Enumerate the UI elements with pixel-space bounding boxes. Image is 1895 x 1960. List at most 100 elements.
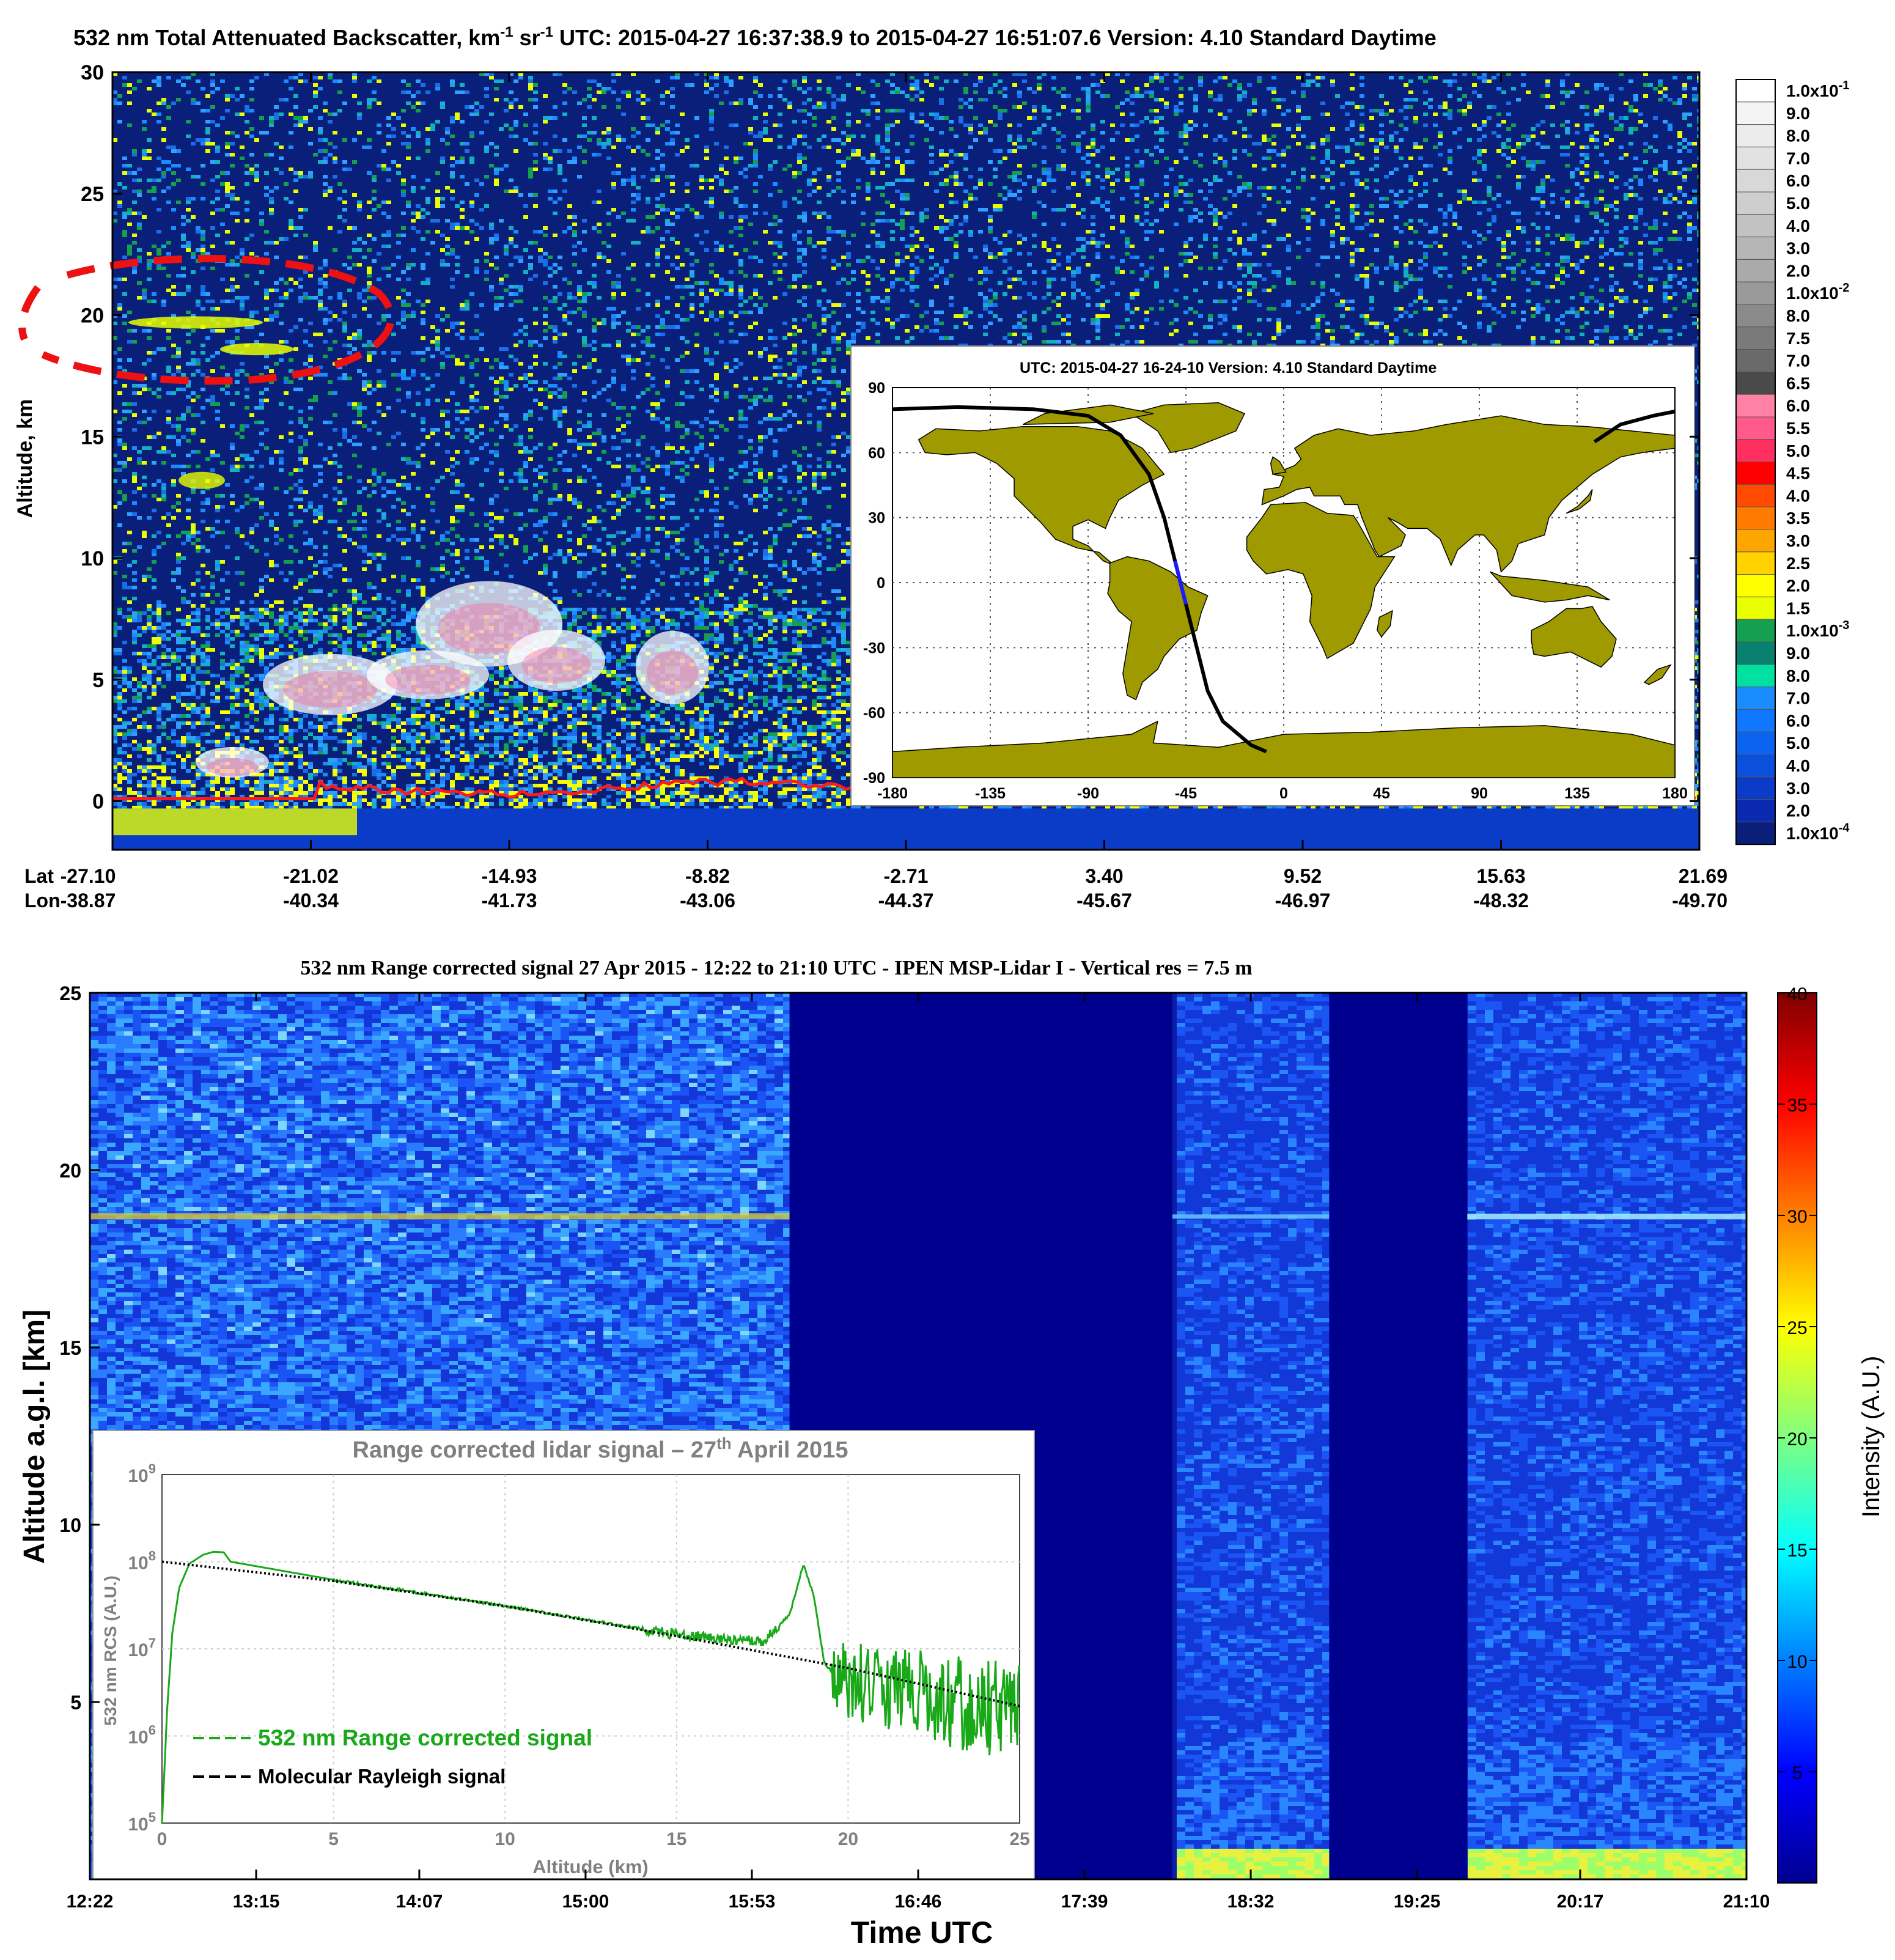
- top-y-tick-label: 5: [92, 669, 104, 692]
- bottom-y-tick-label: 15: [59, 1337, 81, 1359]
- top-annotation-ellipse: [41, 255, 395, 385]
- top-colorbar-label: 4.0: [1786, 216, 1810, 235]
- top-colorbar-swatch: [1735, 416, 1776, 440]
- inset-map-track: [892, 405, 1676, 754]
- top-cloud: [196, 746, 269, 778]
- top-x-tick-lon: -48.32: [1473, 890, 1529, 912]
- bottom-x-tick-label: 15:00: [562, 1892, 609, 1912]
- top-colorbar-label: 1.0x10-1: [1786, 79, 1849, 100]
- top-colorbar-swatch: [1735, 687, 1776, 710]
- top-y-tick-label: 0: [92, 790, 104, 814]
- map-land-eurasia: [1261, 415, 1676, 573]
- bottom-aerosol-layer-3: [1467, 1214, 1746, 1220]
- top-colorbar-label: 3.0: [1786, 531, 1810, 550]
- bottom-x-tick-label: 14:07: [396, 1892, 443, 1912]
- top-colorbar-label: 5.0: [1786, 441, 1810, 460]
- inset-profile-grid: [162, 1475, 1020, 1823]
- top-colorbar-swatch: [1735, 237, 1776, 260]
- top-colorbar-label: 2.5: [1786, 554, 1810, 573]
- inset-profile-lines: [161, 1550, 1020, 1824]
- top-x-axis: -27.10 -38.87 -21.02 -40.34 -14.93 -41.73 -8.8…: [61, 72, 1728, 912]
- map-land-indonesia: [1490, 571, 1610, 603]
- top-colorbar-swatch: [1735, 776, 1776, 800]
- top-colorbar-swatch: [1735, 259, 1776, 282]
- top-colorbar-swatch: [1735, 124, 1776, 147]
- top-aerosol-layer-2: [220, 343, 293, 356]
- map-y-tick-label: -90: [863, 770, 885, 787]
- top-colorbar-swatch: [1735, 596, 1776, 620]
- top-colorbar-swatch: [1735, 79, 1776, 103]
- top-x-tick-lat: -27.10: [61, 865, 116, 887]
- top-colorbar-label: 6.0: [1786, 171, 1810, 190]
- top-colorbar-swatch: [1735, 821, 1776, 845]
- inset-map-title: UTC: 2015-04-27 16-24-10 Version: 4.10 S…: [1020, 359, 1437, 377]
- map-x-tick-label: 45: [1373, 785, 1390, 802]
- top-colorbar-swatch: [1735, 146, 1776, 170]
- top-x-tick-lon: -43.06: [680, 890, 735, 912]
- map-x-tick-label: -45: [1175, 785, 1197, 802]
- top-x-tick-lon: -46.97: [1275, 890, 1331, 912]
- top-aerosol-layer: [128, 316, 263, 329]
- map-track-west: [892, 405, 1267, 754]
- map-y-tick-label: 60: [868, 444, 885, 462]
- top-colorbar-swatch: [1735, 439, 1776, 463]
- top-x-tick-lon: -45.67: [1076, 890, 1132, 912]
- top-colorbar-label: 3.0: [1786, 239, 1810, 258]
- bottom-x-axis-label: Time UTC: [851, 1915, 993, 1950]
- bottom-x-tick-label: 16:46: [895, 1892, 942, 1912]
- legend-rayleigh-label: Molecular Rayleigh signal: [258, 1765, 506, 1788]
- top-colorbar-label: 6.0: [1786, 711, 1810, 730]
- bottom-x-tick-label: 17:39: [1061, 1892, 1108, 1912]
- top-colorbar-label: 2.0: [1786, 801, 1810, 820]
- top-colorbar-label: 7.5: [1786, 329, 1810, 348]
- bottom-aerosol-layer: [90, 1213, 790, 1220]
- bottom-title: 532 nm Range corrected signal 27 Apr 201…: [300, 957, 1252, 979]
- top-cloud-core: [283, 671, 377, 708]
- top-colorbar-swatch: [1735, 506, 1776, 530]
- top-colorbar-swatch: [1735, 349, 1776, 372]
- top-colorbar-label: 3.5: [1786, 509, 1810, 528]
- map-land-uk: [1270, 456, 1287, 475]
- map-land-madagascar: [1377, 610, 1393, 638]
- top-colorbar-swatch: [1735, 799, 1776, 822]
- top-colorbar-swatch: [1735, 169, 1776, 193]
- top-colorbar-label: 9.0: [1786, 644, 1810, 663]
- bottom-colorbar-label: Intensity (A.U.): [1858, 1356, 1885, 1518]
- profile-x-tick-label: 5: [328, 1829, 339, 1849]
- top-x-tick-lat: 15.63: [1476, 865, 1525, 887]
- map-track-east: [1593, 410, 1676, 444]
- bottom-x-axis: 12:22 13:15 14:07 15:00 15:53 16:46 17:39 18:32…: [67, 993, 1770, 1912]
- map-land-australia: [1531, 606, 1617, 668]
- top-x-tick-lat: 21.69: [1679, 865, 1728, 887]
- top-colorbar-swatch: [1735, 709, 1776, 732]
- bottom-x-tick-label: 15:53: [729, 1892, 776, 1912]
- map-x-tick-label: -135: [975, 785, 1006, 802]
- top-colorbar-label: 3.0: [1786, 779, 1810, 798]
- legend-rcs-label: 532 nm Range corrected signal: [258, 1725, 592, 1750]
- profile-x-tick-label: 25: [1009, 1829, 1029, 1849]
- top-colorbar-label: 5.0: [1786, 194, 1810, 213]
- bottom-x-tick-label: 20:17: [1557, 1892, 1604, 1912]
- top-y-axis-label: Altitude, km: [13, 399, 37, 518]
- top-cloud-core: [647, 650, 698, 694]
- top-colorbar-swatch: [1735, 462, 1776, 485]
- top-colorbar-label: 1.0x10-3: [1786, 619, 1849, 640]
- map-land-north-america: [918, 426, 1165, 566]
- top-x-tick-lon: -41.73: [482, 890, 537, 912]
- top-colorbar-swatch: [1735, 214, 1776, 238]
- bottom-y-tick-label: 5: [70, 1692, 81, 1714]
- top-x-axis-lon-label: Lon: [24, 890, 61, 912]
- top-cloud: [263, 654, 397, 715]
- top-colorbar-label: 1.0x10-4: [1786, 821, 1850, 842]
- map-land-antarctica: [892, 720, 1676, 778]
- top-colorbar-label: 2.0: [1786, 261, 1810, 280]
- top-colorbar-label: 6.5: [1786, 374, 1810, 392]
- top-cloud-core: [385, 665, 471, 694]
- top-colorbar-swatch: [1735, 664, 1776, 688]
- profile-x-tick-label: 0: [157, 1829, 167, 1849]
- top-colorbar-label: 1.5: [1786, 599, 1810, 617]
- map-land-greenland: [1130, 402, 1246, 454]
- bottom-colorbar-tick-label: 20: [1787, 1429, 1807, 1450]
- top-colorbar-label: 7.0: [1786, 352, 1810, 370]
